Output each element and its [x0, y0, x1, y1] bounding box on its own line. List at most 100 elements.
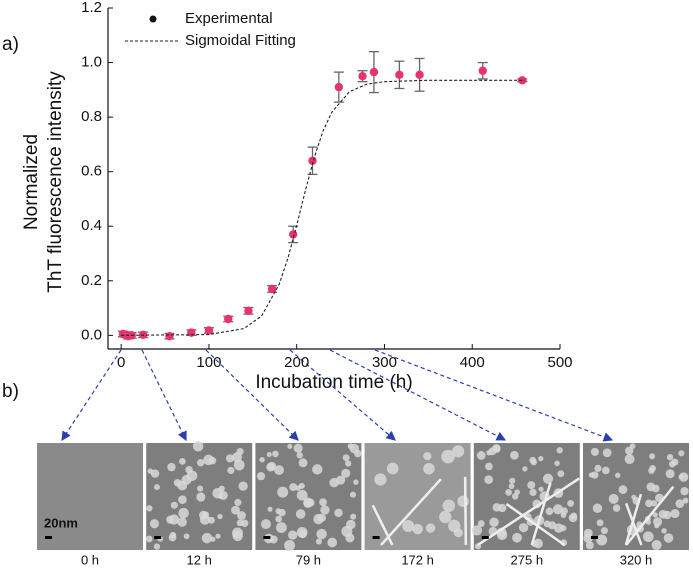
tem-image — [255, 443, 362, 552]
y-axis-label: ThT fluorescence intensity — [45, 71, 66, 293]
data-point — [308, 156, 317, 165]
particle — [651, 484, 660, 493]
tem-image — [364, 443, 471, 550]
particle — [317, 513, 327, 522]
particle — [629, 443, 636, 449]
particle — [594, 464, 602, 472]
fibril — [530, 482, 552, 546]
particle — [232, 527, 243, 539]
legend-marker — [149, 15, 157, 23]
particle — [591, 471, 599, 479]
particle — [670, 509, 680, 519]
particle — [484, 475, 494, 485]
x-tick-label: 500 — [547, 354, 572, 371]
particle — [527, 481, 536, 490]
particle — [277, 486, 289, 498]
particle — [170, 501, 178, 509]
particle — [552, 504, 564, 515]
particle — [596, 519, 604, 527]
arrows — [61, 349, 614, 442]
fibril — [505, 502, 566, 547]
particle — [612, 504, 621, 512]
fibril — [624, 493, 643, 546]
particle — [238, 481, 248, 491]
particle — [178, 495, 187, 505]
particle — [530, 459, 538, 466]
particle — [402, 520, 415, 532]
scale-bar — [481, 536, 489, 539]
particle — [453, 528, 463, 538]
arrow — [329, 349, 507, 441]
particle — [154, 484, 160, 491]
particle — [345, 460, 352, 467]
y-tick-label: 0.6 — [81, 163, 102, 180]
particle — [284, 540, 296, 552]
particle — [618, 485, 628, 495]
particle — [259, 456, 265, 463]
particle — [665, 469, 675, 479]
particle — [485, 462, 493, 471]
particle — [287, 443, 293, 449]
tem-image — [471, 443, 580, 550]
particle — [649, 453, 656, 460]
image-label: 172 h — [401, 552, 434, 567]
particle — [661, 528, 667, 534]
particle — [203, 454, 214, 466]
scale-bar — [591, 536, 598, 539]
particle — [145, 535, 153, 543]
fit-line — [121, 79, 525, 336]
particle — [412, 523, 423, 535]
y-tick-label: 1.0 — [81, 54, 102, 71]
particle — [476, 451, 486, 460]
data-point — [415, 70, 424, 80]
particle — [146, 505, 153, 512]
particle — [169, 531, 177, 539]
particle — [471, 525, 483, 536]
arrow — [374, 349, 614, 442]
particle — [538, 456, 544, 462]
particle — [538, 486, 544, 492]
particle — [218, 485, 225, 492]
tem-image — [583, 443, 689, 551]
particle — [489, 517, 499, 528]
particle — [441, 449, 455, 464]
data-point — [395, 70, 404, 80]
y-tick-label: 0.8 — [81, 108, 102, 125]
particle — [153, 543, 161, 550]
particle — [522, 466, 528, 472]
particle — [386, 462, 399, 475]
particle — [347, 443, 354, 450]
particle — [149, 519, 160, 529]
particle — [560, 525, 567, 532]
panel-label: a) — [2, 34, 19, 55]
particle — [529, 488, 537, 497]
particle — [675, 499, 685, 509]
particle — [545, 507, 554, 516]
particle — [602, 448, 612, 458]
particle — [512, 532, 522, 543]
particle — [177, 517, 187, 527]
particle — [353, 479, 359, 485]
particle — [168, 514, 180, 525]
particle — [509, 450, 519, 460]
particle — [631, 494, 637, 500]
fibril — [624, 502, 643, 546]
y-tick-label: 0.4 — [81, 217, 102, 234]
particle — [296, 452, 303, 459]
particle — [320, 505, 330, 515]
particle — [509, 477, 516, 484]
particle — [680, 487, 689, 496]
particle — [234, 498, 242, 506]
data-point — [267, 284, 277, 294]
particle — [288, 530, 298, 540]
scale-bar — [154, 536, 162, 539]
scale-bar — [372, 536, 380, 539]
particle — [678, 472, 689, 482]
x-tick-label: 300 — [372, 354, 397, 371]
particle — [583, 533, 593, 543]
particle — [231, 505, 240, 515]
legend-label: Experimental — [185, 10, 273, 27]
particle — [477, 520, 485, 528]
